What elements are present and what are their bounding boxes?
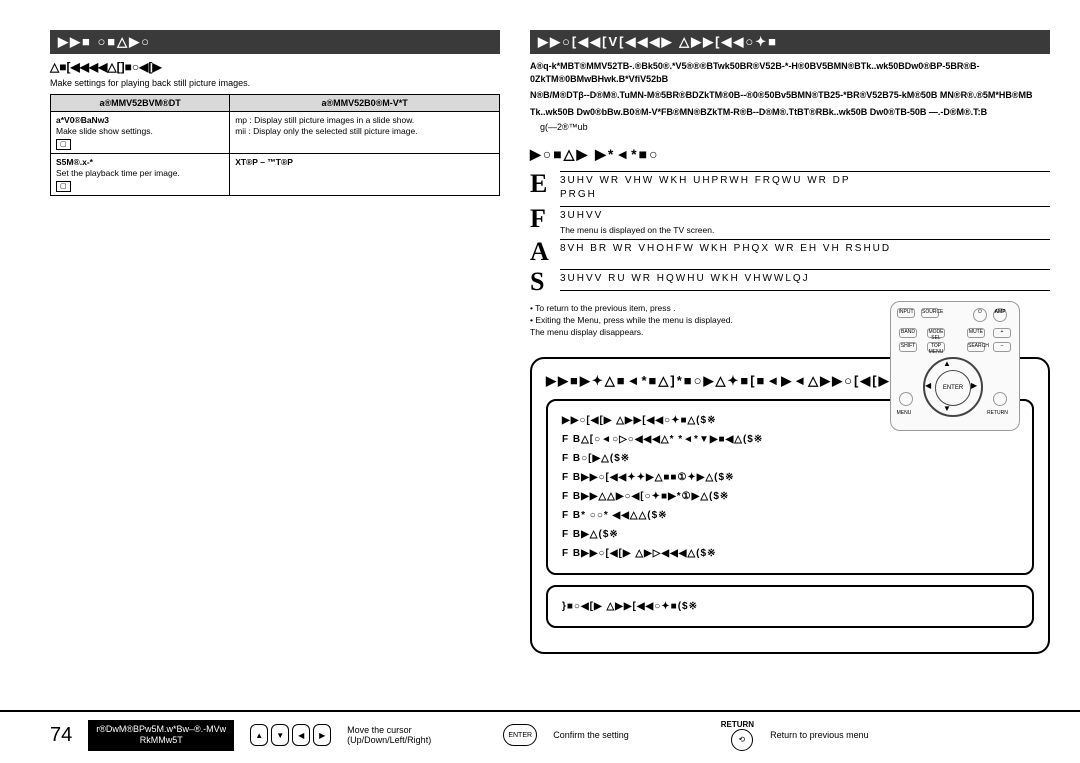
return-icon: ⟲	[731, 729, 753, 751]
icon-box: ▢	[56, 181, 71, 192]
table-row1-left: a*V0®BaNw3 Make slide show settings. ▢	[51, 112, 230, 153]
table-row2-left: S5M®.x-* Set the playback time per image…	[51, 154, 230, 195]
tree-section-bottom: }■○◀[▶ △▶▶[◀◀○✦■($※	[546, 585, 1034, 628]
cursor-label: Move the cursor (Up/Down/Left/Right)	[347, 725, 431, 745]
cursor-buttons: ▲ ▼ ◀ ▶	[250, 724, 331, 746]
left-subhead: △■[◀◀◀◀△[]■○◀[▶	[50, 60, 500, 74]
left-desc: Make settings for playing back still pic…	[50, 78, 500, 88]
right-intro: A®q-k*MBT®MMV52TB-.®Bk50®.*V5®®®BTwk50BR…	[530, 60, 1050, 132]
left-section-bar: ▶▶■ ○■△▶○	[50, 30, 500, 54]
table-row2-right: XT®P – ™T®P	[230, 154, 499, 195]
step-1: E 3UHV WR VHW WKH UHPRWH FRQWU WR DP PRG…	[530, 171, 1050, 202]
step-3: A 8VH BR WR VHOHFW WKH PHQX WR EH VH RSH…	[530, 239, 1050, 265]
remote-diagram: INPUT SOURCE ⏻ AMP BAND MODE SEL MUTE + …	[890, 301, 1020, 431]
right-section-bar: ▶▶○[◀◀[V[◀◀◀▶ △▶▶[◀◀○✦■	[530, 30, 1050, 54]
page-number: 74	[50, 724, 72, 747]
page-footer: 74 r®DwM®BPw5M.w*Bw–®.-MVw RkMMw5T ▲ ▼ ◀…	[0, 710, 1080, 751]
return-group: RETURN ⟲	[721, 720, 754, 751]
return-label: Return to previous menu	[770, 730, 869, 740]
step-4: S 3UHVV RU WR HQWHU WKH VHWWLQJ	[530, 269, 1050, 295]
menu-ops-title: ▶○■△▶ ▶*◄*■○	[530, 146, 1050, 163]
footer-remote-label: r®DwM®BPw5M.w*Bw–®.-MVw RkMMw5T	[88, 720, 234, 751]
enter-icon: ENTER	[503, 724, 537, 746]
settings-table: a®MMV52BVM®DT a®MMV52B0®M-V*T a*V0®BaNw3…	[50, 94, 500, 196]
icon-box: ▢	[56, 139, 71, 150]
confirm-label: Confirm the setting	[553, 730, 629, 740]
table-head-left: a®MMV52BVM®DT	[51, 95, 230, 111]
table-row1-right: mp : Display still picture images in a s…	[230, 112, 499, 153]
step-2: F 3UHVV The menu is displayed on the TV …	[530, 206, 1050, 235]
table-head-right: a®MMV52B0®M-V*T	[230, 95, 499, 111]
